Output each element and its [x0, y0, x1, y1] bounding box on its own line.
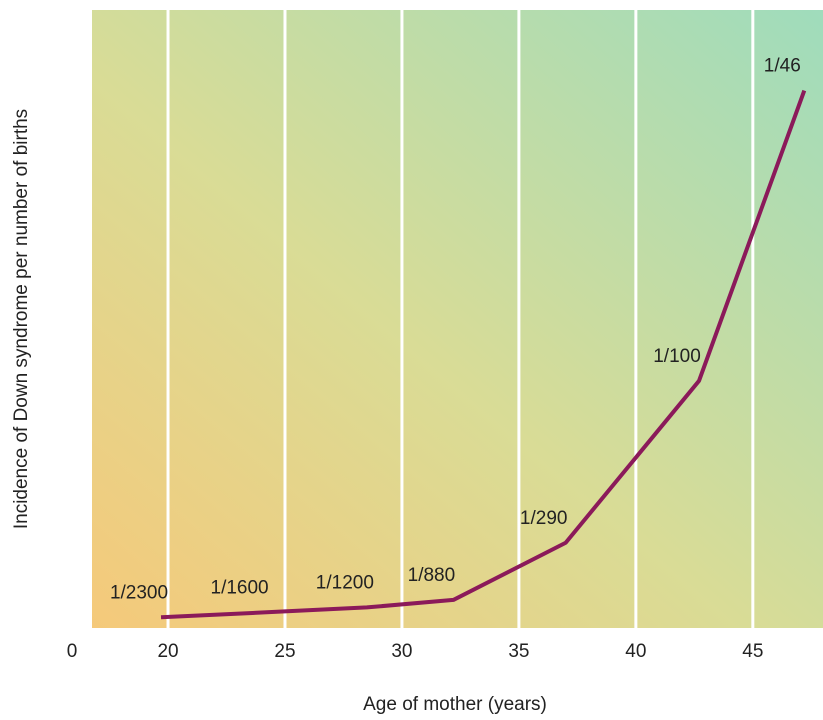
data-line	[160, 89, 807, 620]
data-label: 1/1200	[316, 572, 374, 593]
data-label: 1/290	[520, 508, 568, 529]
data-label: 1/2300	[110, 582, 168, 603]
x-tick-label: 40	[625, 641, 646, 662]
x-axis-title: Age of mother (years)	[363, 694, 547, 715]
y-tick-label: 0	[67, 641, 78, 662]
data-label: 1/880	[408, 565, 456, 586]
x-tick-label: 30	[391, 641, 412, 662]
plot-background	[92, 10, 823, 628]
x-tick-label: 45	[742, 641, 763, 662]
y-axis-title: Incidence of Down syndrome per number of…	[11, 109, 32, 529]
data-label: 1/1600	[211, 578, 269, 599]
x-tick-label: 35	[508, 641, 529, 662]
x-tick-label: 25	[274, 641, 295, 662]
data-label: 1/46	[764, 56, 801, 77]
x-tick-label: 20	[157, 641, 178, 662]
data-label: 1/100	[653, 346, 701, 367]
